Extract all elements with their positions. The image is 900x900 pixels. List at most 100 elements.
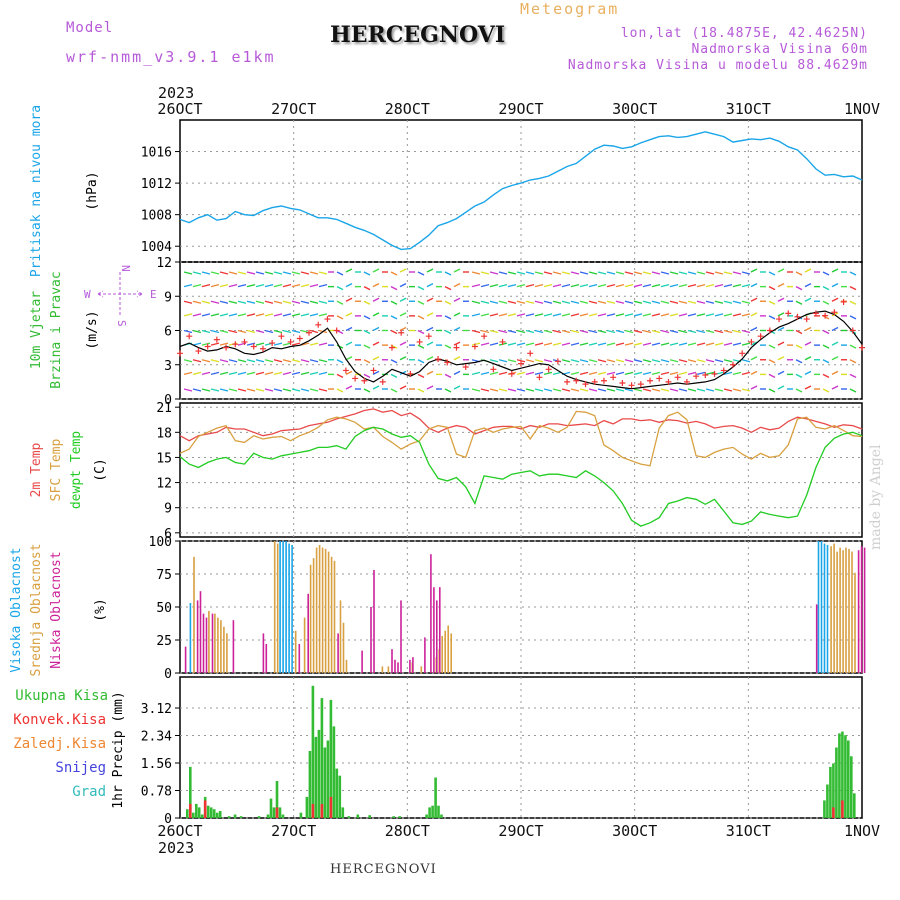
wind-arrow xyxy=(660,300,670,304)
wind-arrow xyxy=(399,312,407,317)
wind-arrow xyxy=(804,297,812,302)
x-tick-label-bottom: 29OCT xyxy=(498,822,543,840)
wind-arrow xyxy=(561,271,571,275)
wind-arrow xyxy=(705,371,715,376)
wind-arrow xyxy=(723,300,733,304)
precip-bar-total xyxy=(192,812,195,818)
wind-arrow xyxy=(687,329,697,334)
wind-arrow xyxy=(705,342,715,346)
wind-gust-marker xyxy=(195,348,202,355)
cloud-bar xyxy=(226,633,228,673)
wind-arrow xyxy=(516,329,526,334)
wind-arrow xyxy=(264,313,274,317)
wind-arrow xyxy=(372,268,380,273)
wind-arrow xyxy=(345,312,353,317)
wind-arrow xyxy=(489,388,499,392)
wind-arrow xyxy=(552,300,562,304)
wind-arrow xyxy=(525,342,535,346)
wind-arrow xyxy=(444,300,452,305)
wind-arrow xyxy=(642,271,652,275)
wind-arrow xyxy=(336,300,344,305)
wind-gust-marker xyxy=(794,313,801,320)
wind-arrow xyxy=(237,300,247,304)
precip-bar-total xyxy=(392,816,395,818)
wind-arrow xyxy=(192,371,202,376)
cloud-bar xyxy=(211,613,214,673)
cloud-bar xyxy=(208,611,210,673)
cloud-bar xyxy=(193,556,195,673)
wind-arrow xyxy=(390,285,398,291)
wind-arrow xyxy=(453,312,461,317)
wind-gust-marker xyxy=(536,374,543,381)
wind-arrow xyxy=(696,371,706,376)
wind-arrow xyxy=(615,371,625,376)
wind-arrow xyxy=(741,300,751,304)
cloud-bar xyxy=(863,547,866,673)
page-title: HERCEGNOVI xyxy=(330,22,506,48)
model-altitude-info: Nadmorska Visina u modelu 88.4629m xyxy=(567,58,868,73)
x-tick-label-bottom: 31OCT xyxy=(726,822,771,840)
precip-bar-total xyxy=(266,814,270,818)
y-tick-label: 9 xyxy=(164,290,172,305)
cloud-bar xyxy=(361,650,363,673)
wind-gust-marker xyxy=(656,375,663,382)
wind-arrow xyxy=(273,271,283,275)
wind-arrow xyxy=(642,359,652,363)
y-tick-label: 9 xyxy=(164,502,172,517)
y-tick-label: 0 xyxy=(164,812,172,827)
wind-arrow xyxy=(732,371,742,376)
wind-arrow xyxy=(444,285,452,291)
wind-arrow xyxy=(660,388,670,392)
precip-bar-total xyxy=(332,726,336,818)
wind-arrow xyxy=(300,329,310,334)
precip-bar-total xyxy=(195,803,198,818)
wind-arrow xyxy=(219,388,229,392)
wind-arrow xyxy=(237,329,247,334)
cloud-bar xyxy=(409,659,411,673)
wind-arrow xyxy=(732,388,742,392)
wind-arrow xyxy=(273,283,283,288)
wind-arrow xyxy=(615,283,625,288)
cloud-bar xyxy=(860,546,863,673)
precip-bar-total xyxy=(212,809,216,818)
wind-arrow xyxy=(768,388,776,393)
wind-arrow xyxy=(750,297,758,302)
cloud-bar xyxy=(196,600,199,673)
wind-arrow xyxy=(264,388,274,392)
wind-arrow xyxy=(192,313,202,317)
wind-arrow xyxy=(633,300,643,304)
precip-bar-total xyxy=(299,812,303,818)
cloud-bar xyxy=(373,570,375,673)
wind-arrow xyxy=(723,371,733,376)
precip-bar-total xyxy=(335,768,339,818)
wind-arrow xyxy=(480,342,490,346)
wind-arrow xyxy=(831,268,839,273)
wind-arrow xyxy=(525,359,535,363)
wind-gust-marker xyxy=(342,367,349,374)
wind-arrow xyxy=(651,313,661,317)
wind-arrow xyxy=(687,271,697,275)
cloud-bar xyxy=(851,551,853,673)
wind-arrow xyxy=(642,300,652,304)
wind-arrow xyxy=(660,271,670,275)
wind-arrow xyxy=(633,388,643,392)
wind-arrow xyxy=(192,359,202,363)
cloud-bar xyxy=(282,541,284,673)
wind-arrow xyxy=(183,283,193,288)
wind-arrow xyxy=(336,271,344,276)
wind-arrow xyxy=(516,313,526,317)
wind-arrow xyxy=(471,300,481,304)
pressure-unit: (hPa) xyxy=(85,171,100,210)
precip-bar-total xyxy=(215,812,219,818)
wind-arrow xyxy=(471,388,481,392)
wind-gust-marker xyxy=(278,333,285,340)
wind-arrow xyxy=(597,329,607,334)
cloud-bar xyxy=(262,633,265,673)
cloud-bar xyxy=(830,546,832,673)
wind-gust-marker xyxy=(324,316,331,323)
wind-arrow xyxy=(345,268,353,273)
wind-arrow xyxy=(705,329,715,334)
wind-arrow xyxy=(201,313,211,317)
wind-arrow xyxy=(534,283,544,288)
